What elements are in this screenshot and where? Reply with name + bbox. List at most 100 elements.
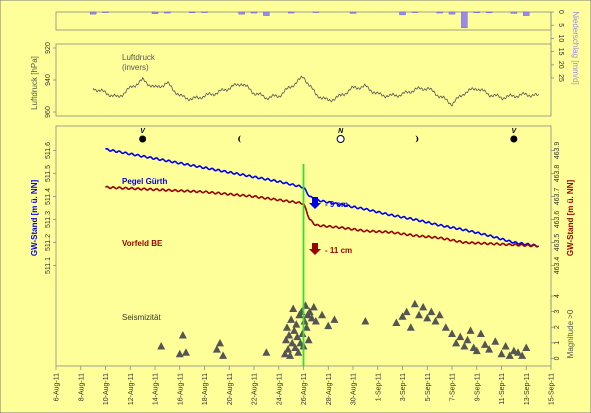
x-axis: 6-Aug-11 8-Aug-11 10-Aug-11 12-Aug-11 14-Aug… bbox=[54, 366, 556, 405]
precip-bars bbox=[89, 11, 530, 29]
seismic-event-marker bbox=[419, 302, 428, 311]
precip-bar bbox=[201, 11, 208, 13]
seismic-event-marker bbox=[427, 307, 436, 316]
groundwater-lines bbox=[105, 147, 540, 248]
seismic-event-marker bbox=[481, 340, 489, 348]
seismic-event-marker bbox=[406, 323, 415, 331]
gw-right-tick-label: 463.5 bbox=[554, 234, 561, 252]
seismic-event-marker bbox=[175, 349, 184, 358]
pressure-label-line2: (invers) bbox=[122, 63, 149, 72]
seismic-event-marker bbox=[361, 316, 370, 325]
x-tick-label: 6-Aug-11 bbox=[54, 373, 61, 401]
pressure-trace bbox=[92, 75, 539, 107]
precip-bar bbox=[473, 11, 480, 13]
seis-tick-label: 4 bbox=[554, 294, 561, 298]
precip-bar bbox=[523, 11, 530, 16]
moon-phase-label: V bbox=[140, 128, 146, 135]
seismic-event-marker bbox=[309, 302, 318, 311]
seismic-event-marker bbox=[472, 346, 481, 355]
precip-axis-title: Niederschlag [mm/d] bbox=[571, 11, 580, 84]
waning-moon-icon bbox=[238, 135, 242, 143]
precip-bar bbox=[399, 11, 406, 16]
x-tick-label: 5-Sep-11 bbox=[425, 373, 432, 401]
pressure-tick-label: 960 bbox=[45, 106, 52, 118]
x-tick-label: 10-Aug-11 bbox=[103, 373, 110, 405]
seismic-event-marker bbox=[285, 331, 294, 339]
precip-tick-label: 5 bbox=[557, 23, 564, 27]
precip-tick-label: 20 bbox=[557, 61, 564, 69]
gw-right-tick-label: 463.8 bbox=[554, 165, 561, 183]
seismic-event-marker bbox=[283, 323, 291, 331]
seismic-event-marker bbox=[292, 320, 301, 328]
precip-bar bbox=[151, 11, 159, 14]
x-tick-label: 7-Sep-11 bbox=[450, 373, 457, 401]
seismic-event-marker bbox=[157, 341, 166, 350]
seismic-event-marker bbox=[330, 315, 339, 323]
seismic-event-marker bbox=[485, 345, 494, 353]
seismic-event-marker bbox=[311, 316, 320, 325]
gw-left-tick-label: 511.1 bbox=[45, 257, 52, 274]
precip-tick-label: 25 bbox=[557, 74, 564, 82]
x-tick-label: 12-Aug-11 bbox=[128, 373, 135, 405]
precip-tick-label: 10 bbox=[557, 35, 564, 43]
precip-bar bbox=[287, 11, 295, 14]
seismic-event-marker bbox=[307, 313, 316, 322]
seismic-event-marker bbox=[497, 349, 506, 358]
precip-bar bbox=[102, 11, 109, 13]
seismic-event-marker bbox=[293, 332, 302, 341]
seis-series-label: Seismizität bbox=[122, 313, 161, 322]
precip-bar bbox=[263, 11, 270, 16]
seis-tick-label: 2 bbox=[554, 325, 561, 329]
seismic-event-marker bbox=[289, 304, 298, 312]
precip-tick-label: 0 bbox=[557, 10, 564, 14]
seismic-event-marker bbox=[410, 299, 419, 308]
seismic-event-marker bbox=[294, 348, 303, 356]
seismic-event-marker bbox=[178, 331, 187, 339]
gw-right-tick-label: 463.4 bbox=[554, 257, 561, 275]
guerth-line bbox=[105, 147, 540, 248]
x-tick-label: 8-Aug-11 bbox=[78, 373, 85, 401]
precip-bar bbox=[485, 11, 493, 14]
seis-axis-title: Magnitude >0 bbox=[566, 309, 575, 358]
seismic-event-marker bbox=[448, 329, 456, 337]
x-tick-label: 16-Aug-11 bbox=[177, 373, 184, 405]
seismic-event-marker bbox=[415, 310, 423, 319]
seismic-event-marker bbox=[398, 312, 407, 320]
seis-tick-label: 0 bbox=[554, 356, 561, 360]
seismic-event-marker bbox=[304, 335, 313, 344]
seismic-event-marker bbox=[288, 338, 297, 347]
seismic-event-marker bbox=[491, 337, 500, 345]
seismic-event-marker bbox=[514, 348, 522, 356]
gw-left-axis-title: GW-Stand [m ü. NN] bbox=[30, 180, 39, 257]
seismic-event-marker bbox=[431, 316, 440, 325]
precip-bar bbox=[448, 11, 456, 15]
seismic-event-marker bbox=[215, 338, 224, 347]
seismic-event-marker bbox=[501, 341, 510, 350]
seismic-event-marker bbox=[284, 345, 293, 353]
pressure-axis: 920 940 960 bbox=[45, 42, 56, 118]
moon-phase-label: N bbox=[338, 128, 344, 135]
x-tick-label: 9-Sep-11 bbox=[474, 373, 481, 401]
gw-right-tick-label: 463.6 bbox=[554, 211, 561, 229]
gw-left-tick-label: 511.6 bbox=[45, 142, 52, 159]
precip-bar bbox=[89, 11, 97, 15]
gw-left-axis: 511.1 511.2 511.3 511.4 511.5 511.6 bbox=[45, 142, 56, 274]
seismic-event-marker bbox=[212, 345, 221, 353]
precip-tick-label: 15 bbox=[557, 48, 564, 56]
waxing-moon-icon bbox=[414, 135, 419, 143]
vorfeld-series-label: Vorfeld BE bbox=[122, 239, 163, 248]
seismic-event-marker bbox=[281, 335, 290, 344]
gw-right-tick-label: 463.9 bbox=[554, 142, 561, 160]
pressure-label-line1: Luftdruck bbox=[122, 53, 156, 62]
x-tick-label: 26-Aug-11 bbox=[301, 373, 308, 405]
pressure-axis-title: Luftdruck [hPa] bbox=[30, 56, 39, 110]
precip-bar bbox=[188, 11, 196, 13]
vorfeld-drop-label: - 11 cm bbox=[325, 246, 352, 255]
seismic-event-marker bbox=[392, 318, 401, 327]
seismic-event-marker bbox=[423, 313, 432, 322]
seismic-event-marker bbox=[286, 351, 295, 359]
seismic-event-marker bbox=[302, 323, 311, 331]
